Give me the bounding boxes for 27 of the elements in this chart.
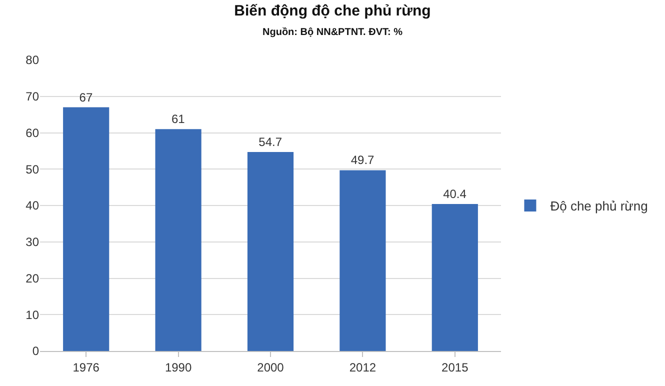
data-label: 61 <box>171 112 186 126</box>
y-tick-label: 40 <box>26 198 40 213</box>
bar <box>155 129 202 351</box>
y-tick-label: 10 <box>26 308 40 322</box>
legend-label: Độ che phủ rừng <box>550 198 648 214</box>
bar <box>63 107 110 351</box>
bar <box>432 204 478 351</box>
x-tick-label: 1990 <box>164 360 192 374</box>
x-tick-label: 2012 <box>349 360 376 374</box>
y-tick-label: 60 <box>26 126 40 140</box>
bar <box>340 170 386 351</box>
x-tick-label: 2015 <box>442 360 469 374</box>
chart-title: Biến động độ che phủ rừng <box>234 2 431 20</box>
y-tick-label: 50 <box>26 162 40 176</box>
data-label: 67 <box>79 90 93 104</box>
data-label: 40.4 <box>443 187 467 202</box>
chart-subtitle: Nguồn: Bộ NN&PTNT. ĐVT: % <box>262 26 403 38</box>
y-tick-label: 80 <box>26 53 40 68</box>
data-label: 54.7 <box>258 135 282 150</box>
y-tick-label: 0 <box>32 344 40 358</box>
x-tick-label: 2000 <box>257 360 284 374</box>
y-tick-label: 70 <box>26 90 40 104</box>
data-label: 49.7 <box>350 153 375 168</box>
y-tick-label: 30 <box>26 235 40 250</box>
y-tick-label: 20 <box>26 271 40 286</box>
bar <box>247 152 294 351</box>
x-tick-label: 1976 <box>72 360 100 374</box>
